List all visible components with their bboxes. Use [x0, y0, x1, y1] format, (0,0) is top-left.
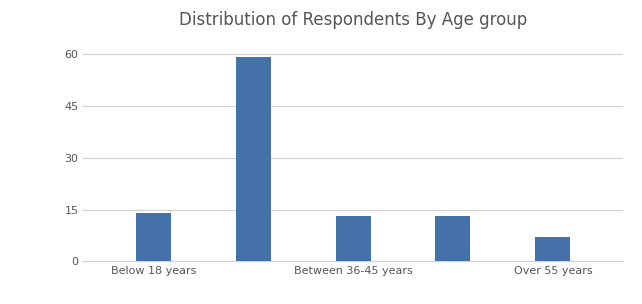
Bar	[236, 57, 271, 261]
Title: Distribution of Respondents By Age group: Distribution of Respondents By Age group	[179, 11, 527, 29]
Bar	[336, 216, 370, 261]
Bar	[136, 213, 171, 261]
Bar	[435, 216, 471, 261]
Bar	[535, 237, 570, 261]
